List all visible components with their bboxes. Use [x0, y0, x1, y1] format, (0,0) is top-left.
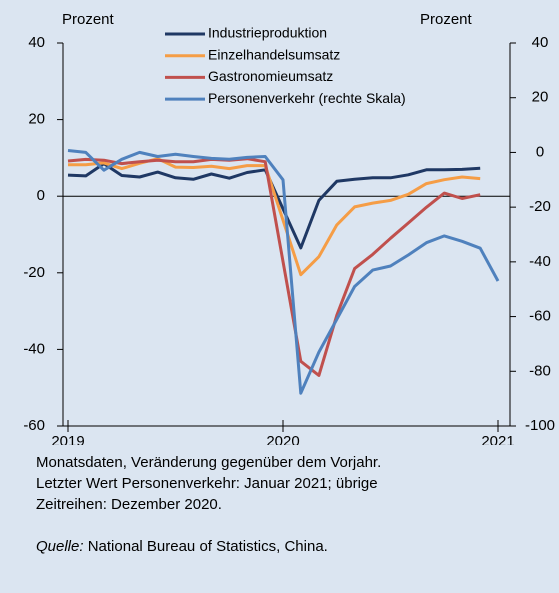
source-text: National Bureau of Statistics, China. — [87, 538, 328, 555]
y-tick-label: 0 — [37, 187, 45, 204]
legend-label: Industrieproduktion — [208, 25, 327, 41]
y2-tick-label: -40 — [529, 253, 551, 270]
x-tick-label: 2020 — [266, 433, 299, 445]
y-tick-label: -40 — [23, 340, 45, 357]
y2-tick-label: -80 — [529, 362, 551, 379]
x-tick-label: 2019 — [51, 433, 84, 445]
y-tick-label: -60 — [23, 417, 45, 434]
y-tick-label: 20 — [28, 111, 45, 128]
legend-label: Einzelhandelsumsatz — [208, 46, 340, 62]
note: Letzter Wert Personenverkehr: Januar 202… — [36, 475, 378, 492]
source-label: Quelle: — [36, 538, 84, 555]
y2-axis-label: Prozent — [420, 11, 473, 28]
note: Zeitreihen: Dezember 2020. — [36, 496, 222, 513]
note: Monatsdaten, Veränderung gegenüber dem V… — [36, 454, 382, 471]
y2-tick-label: -20 — [529, 198, 551, 215]
series-line — [67, 157, 481, 377]
legend-label: Personenverkehr (rechte Skala) — [208, 90, 406, 106]
y2-tick-label: 0 — [536, 143, 544, 160]
y2-tick-label: 40 — [532, 34, 549, 51]
y2-tick-label: -100 — [525, 417, 555, 434]
chart: Prozent Prozent 40 20 0 -20 -40 -60 40 20 0 -20 -4… — [23, 11, 555, 450]
y-axis-label: Prozent — [62, 11, 115, 28]
x-tick-label: 2021 — [481, 433, 514, 445]
legend-label: Gastronomieumsatz — [208, 68, 333, 84]
y2-tick-label: -60 — [529, 308, 551, 325]
series-line — [67, 149, 500, 395]
y2-tick-label: 20 — [532, 89, 549, 106]
source: Quelle: National Bureau of Statistics, C… — [36, 536, 328, 557]
y-tick-label: 40 — [28, 34, 45, 51]
y-tick-label: -20 — [23, 264, 45, 281]
